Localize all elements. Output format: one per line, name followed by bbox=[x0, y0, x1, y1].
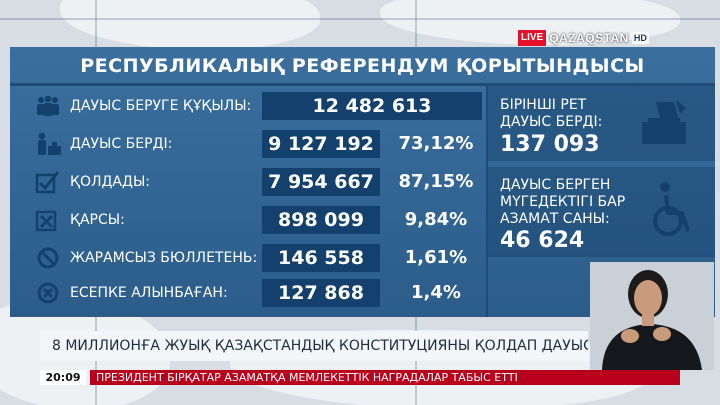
hd-badge: HD bbox=[631, 32, 649, 44]
result-row-against: ҚАРСЫ: 898 099 9,84% bbox=[10, 206, 486, 234]
column-divider bbox=[486, 86, 488, 317]
checkbox-check-icon bbox=[32, 168, 64, 196]
row-value: 898 099 bbox=[262, 206, 380, 234]
row-label: ДАУЫС БЕРУГЕ ҚҰҚЫЛЫ: bbox=[70, 98, 252, 114]
row-percent: 1,4% bbox=[411, 282, 461, 303]
disabled-voters-card: ДАУЫС БЕРГЕН МҮГЕДЕКТІГІ БАР АЗАМАТ САНЫ… bbox=[488, 167, 715, 257]
row-value: 127 868 bbox=[262, 279, 380, 307]
row-percent: 87,15% bbox=[398, 171, 474, 192]
referendum-results-panel: РЕСПУБЛИКАЛЫҚ РЕФЕРЕНДУМ ҚОРЫТЫНДЫСЫ ДАУ… bbox=[10, 47, 715, 317]
row-percent: 9,84% bbox=[404, 209, 468, 230]
result-row-invalid: ЖАРАМСЫЗ БЮЛЛЕТЕНЬ: 146 558 1,61% bbox=[10, 244, 486, 272]
ticker-text: ПРЕЗИДЕНТ БІРҚАТАР АЗАМАТҚА МЕМЛЕКЕТТІК … bbox=[90, 370, 680, 385]
row-percent: 73,12% bbox=[398, 133, 474, 154]
news-ticker: 20:09 ПРЕЗИДЕНТ БІРҚАТАР АЗАМАТҚА МЕМЛЕК… bbox=[0, 370, 720, 385]
disabled-label-line2: МҮГЕДЕКТІГІ БАР bbox=[500, 194, 626, 210]
row-value: 9 127 192 bbox=[262, 130, 380, 158]
prohibited-icon bbox=[32, 244, 64, 272]
ticker-clock: 20:09 bbox=[40, 370, 86, 385]
cross-circle-icon bbox=[32, 279, 64, 307]
channel-name: QAZAQSTAN bbox=[549, 31, 629, 45]
first-time-label-line1: БІРІНШІ РЕТ bbox=[500, 97, 587, 113]
row-percent: 1,61% bbox=[404, 247, 468, 268]
result-row-not-counted: ЕСЕПКЕ АЛЫНБАҒАН: 127 868 1,4% bbox=[10, 279, 486, 307]
people-group-icon bbox=[32, 92, 64, 120]
result-row-voted: ДАУЫС БЕРДІ: 9 127 192 73,12% bbox=[10, 130, 486, 158]
headline-lower-third: 8 МИЛЛИОНҒА ЖУЫҚ ҚАЗАҚСТАНДЫҚ КОНСТИТУЦИ… bbox=[40, 331, 588, 361]
row-value: 7 954 667 bbox=[262, 168, 380, 196]
first-time-value: 137 093 bbox=[500, 132, 600, 157]
first-time-voters-card: БІРІНШІ РЕТ ДАУЫС БЕРДІ: 137 093 bbox=[488, 86, 715, 161]
ballot-box-icon bbox=[638, 98, 694, 150]
voter-person-icon bbox=[32, 130, 64, 158]
row-label: ҚОЛДАДЫ: bbox=[70, 174, 151, 190]
first-time-label-line2: ДАУЫС БЕРДІ: bbox=[500, 114, 603, 130]
result-row-eligible: ДАУЫС БЕРУГЕ ҚҰҚЫЛЫ: 12 482 613 bbox=[10, 92, 486, 120]
backdrop-line bbox=[0, 18, 720, 20]
channel-logo: LIVE QAZAQSTAN HD bbox=[518, 30, 649, 46]
title-divider bbox=[10, 83, 715, 86]
row-label: ЕСЕПКЕ АЛЫНБАҒАН: bbox=[70, 285, 228, 301]
row-value: 12 482 613 bbox=[262, 92, 482, 120]
disabled-label-line1: ДАУЫС БЕРГЕН bbox=[500, 177, 611, 193]
row-value: 146 558 bbox=[262, 244, 380, 272]
panel-title: РЕСПУБЛИКАЛЫҚ РЕФЕРЕНДУМ ҚОРЫТЫНДЫСЫ bbox=[80, 55, 645, 77]
row-label: ДАУЫС БЕРДІ: bbox=[70, 136, 173, 152]
row-label: ЖАРАМСЫЗ БЮЛЛЕТЕНЬ: bbox=[70, 250, 258, 266]
disabled-label-line3: АЗАМАТ САНЫ: bbox=[500, 211, 610, 227]
wheelchair-icon bbox=[648, 181, 696, 245]
disabled-value: 46 624 bbox=[500, 228, 585, 253]
row-label: ҚАРСЫ: bbox=[70, 212, 125, 228]
sign-language-interpreter bbox=[590, 262, 714, 370]
result-row-supported: ҚОЛДАДЫ: 7 954 667 87,15% bbox=[10, 168, 486, 196]
checkbox-cross-icon bbox=[32, 206, 64, 234]
map-landmass bbox=[60, 0, 320, 50]
live-badge: LIVE bbox=[518, 30, 547, 46]
